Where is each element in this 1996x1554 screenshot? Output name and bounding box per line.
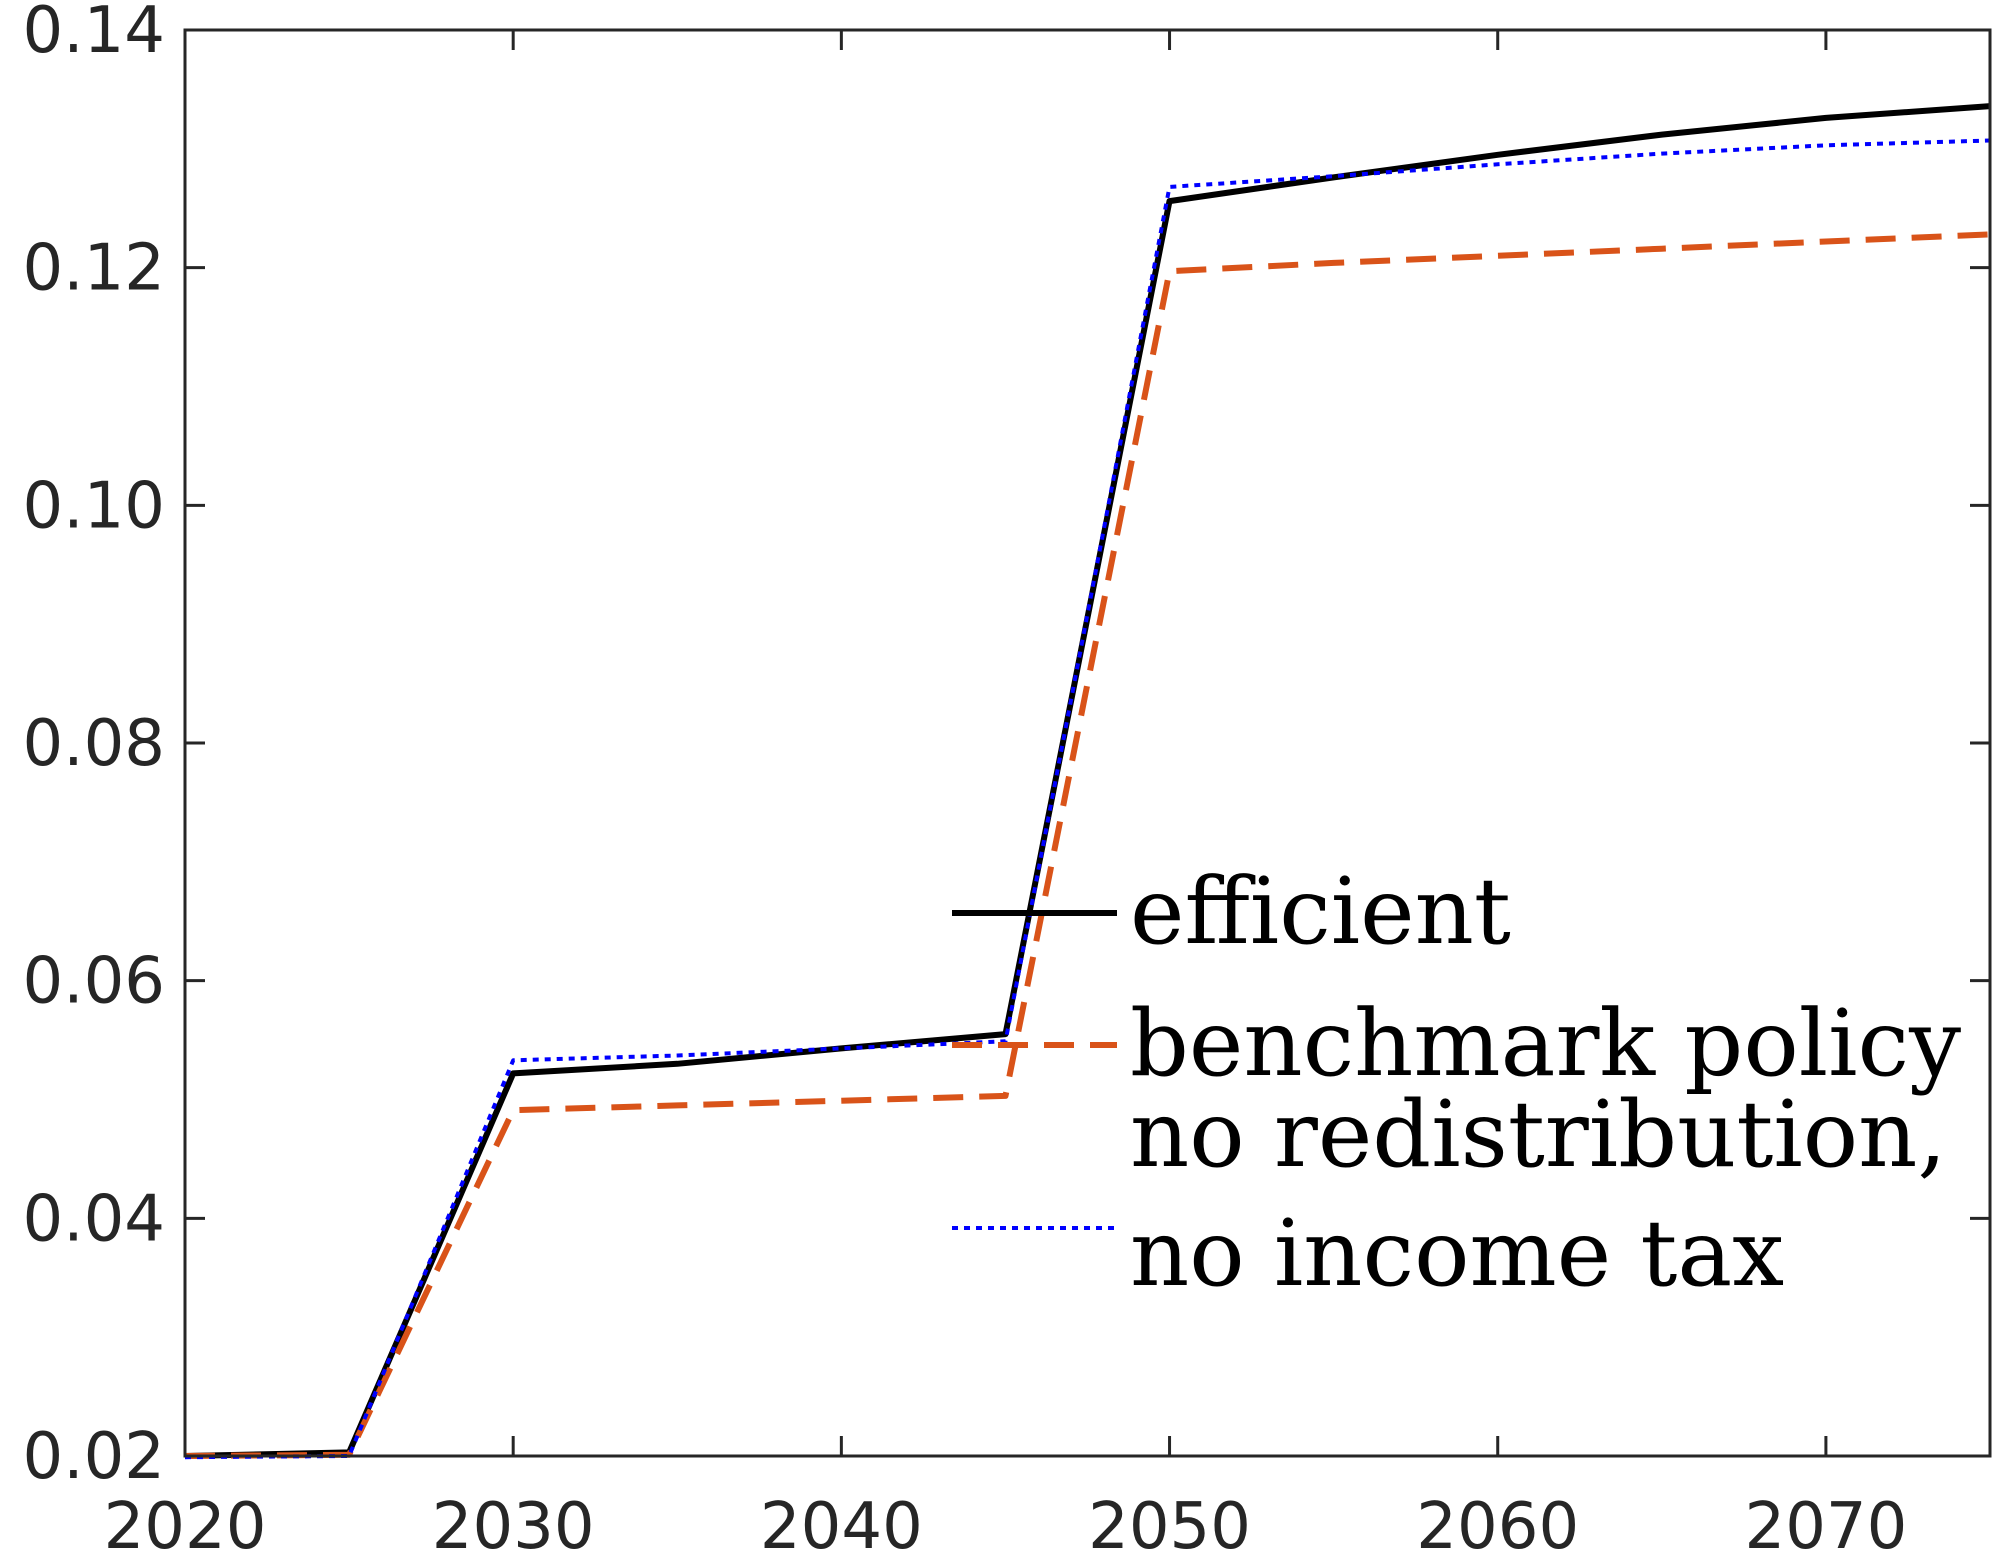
series-layer xyxy=(184,103,1991,1460)
x-tick-label: 2030 xyxy=(432,1490,595,1554)
x-tick-label: 2020 xyxy=(104,1490,267,1554)
y-tick-label: 0.06 xyxy=(23,945,166,1019)
y-tick-label: 0.08 xyxy=(23,707,166,781)
y-tick-label: 0.10 xyxy=(23,469,166,543)
y-tick-label: 0.14 xyxy=(23,0,166,68)
legend-label-3: no income tax xyxy=(1130,1200,1784,1307)
x-tick-label: 2040 xyxy=(760,1490,923,1554)
series-line-2 xyxy=(184,231,1991,1459)
legend-label-3: no redistribution, xyxy=(1130,1081,1947,1188)
y-tick-label: 0.02 xyxy=(23,1420,166,1494)
y-tick-label: 0.04 xyxy=(23,1182,166,1256)
x-tick-label: 2060 xyxy=(1416,1490,1579,1554)
y-tick-label: 0.12 xyxy=(23,232,166,306)
legend-label-2: benchmark policy xyxy=(1130,990,1961,1097)
series-line-3 xyxy=(184,138,1991,1460)
axis-ticks: 2020 2030 2040 2050 2060 2070 0.02 0.04 0.06 0.08… xyxy=(23,0,1990,1554)
x-tick-label: 2070 xyxy=(1744,1490,1907,1554)
legend-label-1: efficient xyxy=(1130,858,1511,965)
x-tick-label: 2050 xyxy=(1088,1490,1251,1554)
